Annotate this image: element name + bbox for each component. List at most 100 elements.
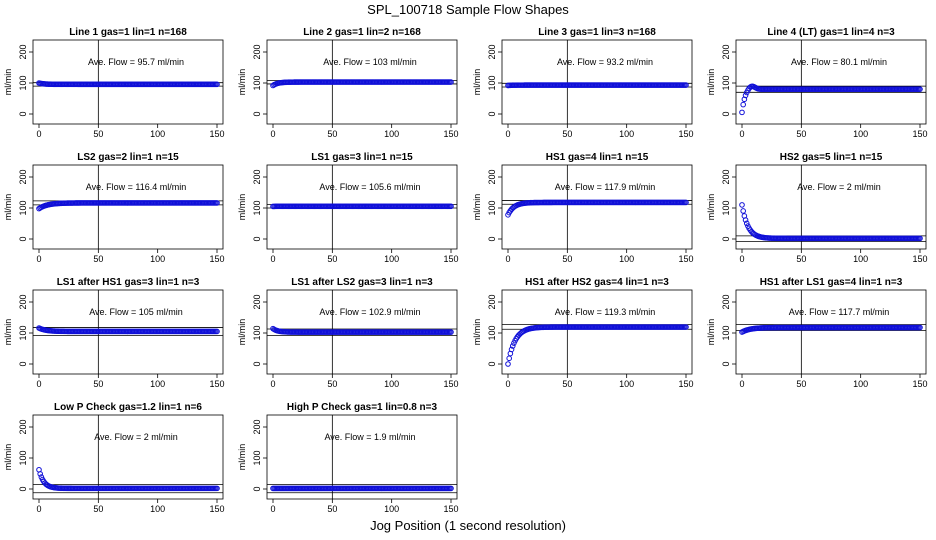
plot-frame (266, 414, 458, 500)
y-tick-label: 100 (18, 450, 28, 465)
figure-title: SPL_100718 Sample Flow Shapes (367, 2, 569, 17)
y-axis-label: ml/min (706, 194, 716, 221)
y-tick-label: 100 (252, 200, 262, 215)
x-tick-label: 100 (619, 129, 634, 139)
y-tick-label: 0 (721, 111, 731, 116)
panel-title: Low P Check gas=1.2 lin=1 n=6 (54, 402, 202, 413)
x-tick-label: 150 (209, 129, 224, 139)
panel-title: LS1 after LS2 gas=3 lin=1 n=3 (291, 277, 433, 288)
average-flow-annotation: Ave. Flow = 117.9 ml/min (555, 182, 655, 192)
average-flow-annotation: Ave. Flow = 2 ml/min (94, 432, 178, 442)
x-tick-label: 0 (270, 254, 275, 264)
y-tick-label: 200 (18, 294, 28, 309)
y-tick-label: 0 (487, 236, 497, 241)
panel-2: Line 2 gas=1 lin=2 n=168 0 100 200 ml/min 0 50… (237, 27, 459, 139)
x-tick-label: 0 (270, 504, 275, 514)
y-tick-label: 0 (252, 486, 262, 491)
data-point (214, 328, 220, 335)
y-tick-label: 0 (18, 486, 28, 491)
y-axis-label: ml/min (706, 319, 716, 346)
y-tick-label: 0 (18, 111, 28, 116)
x-tick-label: 100 (619, 379, 634, 389)
panel-title: Line 3 gas=1 lin=3 n=168 (538, 27, 656, 38)
x-tick-label: 150 (678, 254, 693, 264)
y-tick-label: 0 (487, 361, 497, 366)
y-tick-label: 200 (18, 44, 28, 59)
average-flow-annotation: Ave. Flow = 102.9 ml/min (319, 307, 420, 317)
data-point (739, 202, 745, 208)
panel-10: LS1 after LS2 gas=3 lin=1 n=3 0 100 200 ml/m… (237, 277, 459, 389)
panel-title: HS1 after LS1 gas=4 lin=1 n=3 (760, 277, 903, 288)
data-point (506, 355, 512, 362)
x-tick-label: 150 (209, 254, 224, 264)
x-tick-label: 0 (270, 379, 275, 389)
data-point (214, 81, 220, 88)
y-tick-label: 0 (487, 111, 497, 116)
y-tick-label: 100 (252, 75, 262, 90)
data-point (742, 217, 749, 223)
x-tick-label: 50 (327, 129, 337, 139)
average-flow-annotation: Ave. Flow = 80.1 ml/min (791, 57, 887, 67)
x-tick-label: 0 (739, 254, 744, 264)
panel-8: HS2 gas=5 lin=1 n=15 0 100 200 ml/min 0 50 100 1… (706, 152, 928, 264)
average-flow-annotation: Ave. Flow = 105 ml/min (89, 307, 183, 317)
y-tick-label: 100 (252, 450, 262, 465)
y-axis-label: ml/min (472, 319, 482, 346)
x-tick-label: 50 (327, 504, 337, 514)
panel-12: HS1 after LS1 gas=4 lin=1 n=3 0 100 200 ml/m… (706, 277, 928, 389)
plot-frame (32, 414, 224, 500)
y-tick-label: 100 (18, 75, 28, 90)
panel-11: HS1 after HS2 gas=4 lin=1 n=3 0 100 200 ml/m… (472, 277, 694, 389)
panel-title: LS1 after HS1 gas=3 lin=1 n=3 (57, 277, 200, 288)
data-point (505, 361, 511, 367)
average-flow-annotation: Ave. Flow = 119.3 ml/min (555, 307, 655, 317)
y-tick-label: 0 (721, 236, 731, 241)
x-tick-label: 100 (150, 504, 165, 514)
data-points (270, 79, 454, 89)
data-points (739, 83, 923, 116)
data-point (214, 200, 220, 206)
y-tick-label: 0 (18, 236, 28, 241)
plot-frame (32, 39, 224, 125)
data-point (740, 101, 746, 108)
data-point (509, 343, 516, 349)
data-point (448, 79, 454, 85)
y-tick-label: 0 (252, 111, 262, 116)
data-points (505, 82, 689, 89)
data-points (36, 80, 220, 88)
x-tick-label: 150 (443, 379, 458, 389)
x-tick-label: 150 (443, 254, 458, 264)
x-tick-label: 0 (739, 129, 744, 139)
x-tick-label: 100 (384, 504, 399, 514)
x-tick-label: 50 (327, 254, 337, 264)
data-points (36, 466, 220, 492)
y-axis-label: ml/min (706, 69, 716, 96)
data-point (448, 329, 454, 335)
panel-title: LS2 gas=2 lin=1 n=15 (77, 152, 179, 163)
y-tick-label: 200 (18, 419, 28, 434)
panel-title: HS2 gas=5 lin=1 n=15 (780, 152, 883, 163)
x-tick-label: 150 (912, 254, 927, 264)
data-point (37, 471, 43, 477)
data-point (214, 485, 220, 492)
data-points (270, 485, 454, 492)
data-point (683, 82, 689, 88)
y-tick-label: 100 (18, 200, 28, 215)
x-tick-label: 0 (36, 254, 41, 264)
x-tick-label: 100 (384, 379, 399, 389)
y-tick-label: 100 (487, 325, 497, 340)
y-tick-label: 200 (487, 44, 497, 59)
average-flow-annotation: Ave. Flow = 95.7 ml/min (88, 57, 184, 67)
y-tick-label: 200 (487, 169, 497, 184)
x-tick-label: 100 (853, 129, 868, 139)
x-tick-label: 50 (93, 504, 103, 514)
panel-6: LS1 gas=3 lin=1 n=15 0 100 200 ml/min 0 50 100 1… (237, 152, 459, 264)
x-tick-label: 0 (36, 129, 41, 139)
y-tick-label: 200 (721, 169, 731, 184)
panel-title: HS1 gas=4 lin=1 n=15 (546, 152, 649, 163)
y-tick-label: 0 (721, 361, 731, 366)
panel-title: LS1 gas=3 lin=1 n=15 (311, 152, 413, 163)
plot-frame (735, 39, 927, 125)
